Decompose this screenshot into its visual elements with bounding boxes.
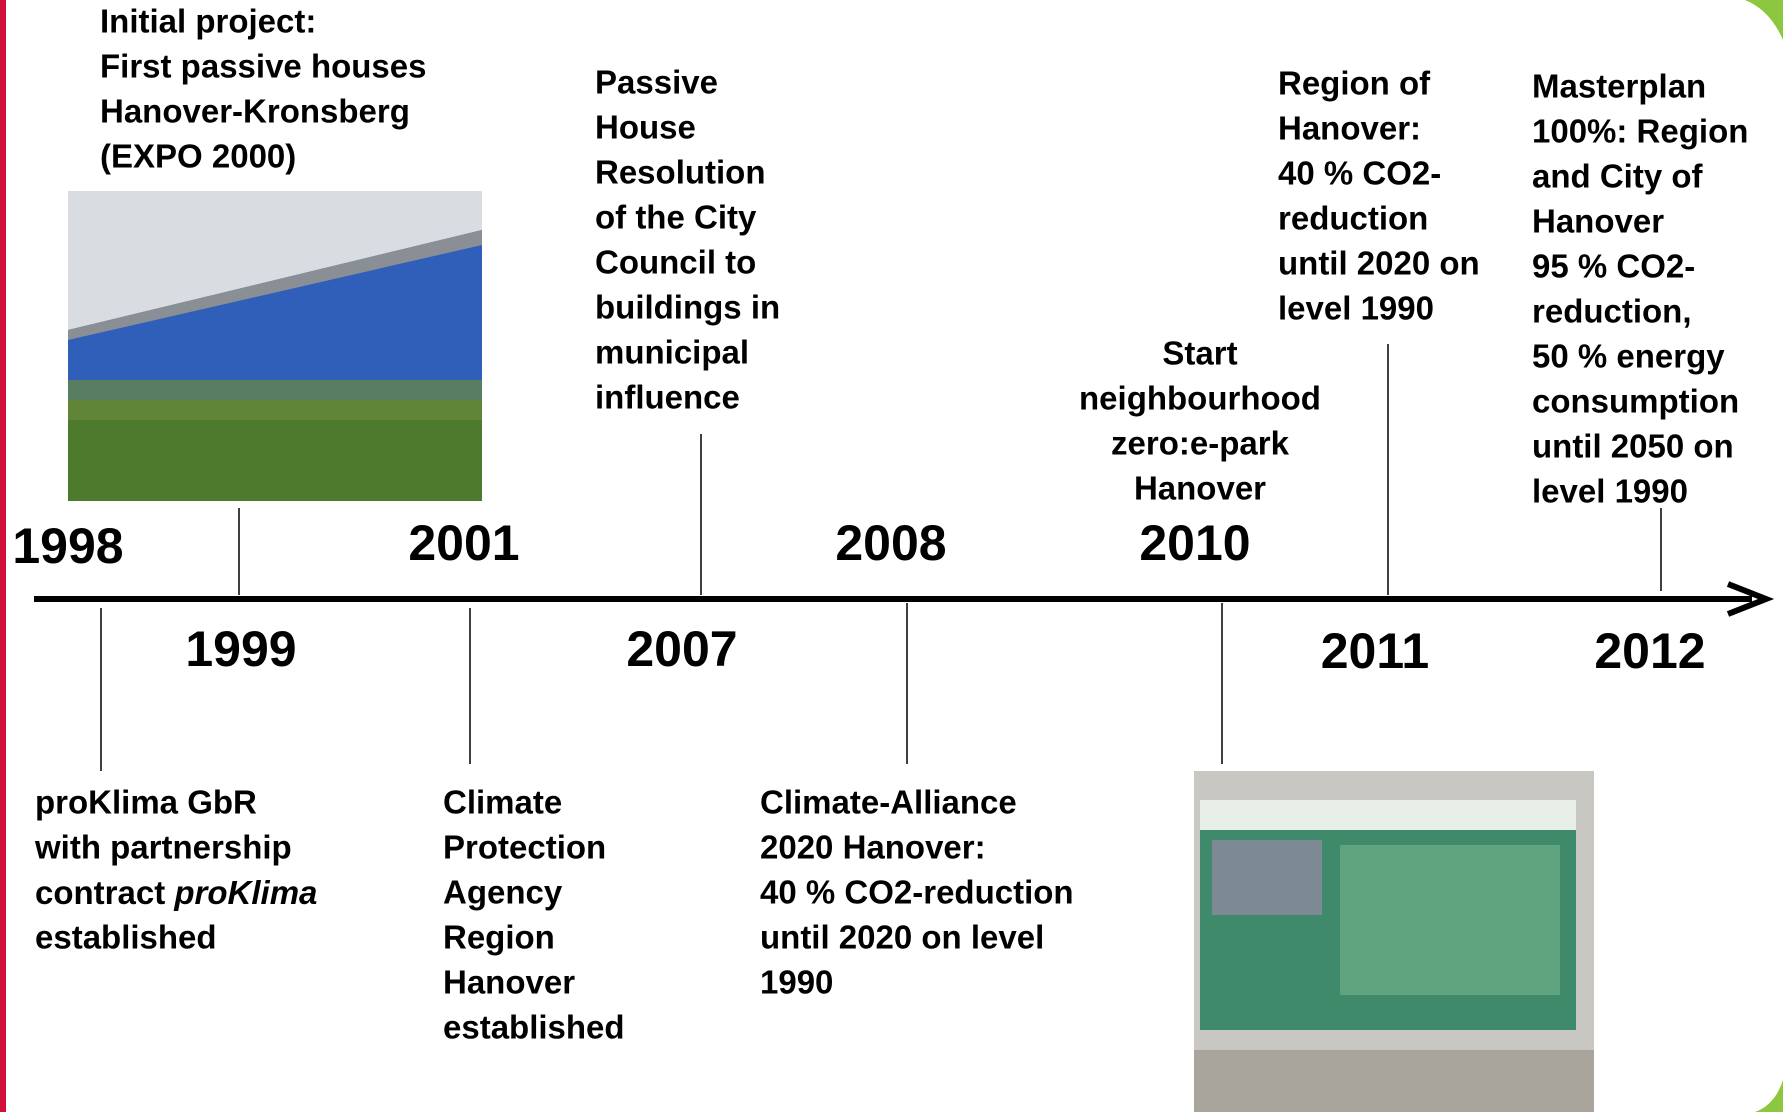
event-text: 100%: Region (1532, 113, 1748, 150)
event-text: 40 % CO2- (1278, 155, 1441, 192)
year-label: 1999 (185, 621, 296, 677)
accent-bar (0, 0, 6, 1112)
timeline: 1998 proKlima GbR with partnership contract… (0, 0, 1783, 1112)
event-text: municipal (595, 334, 749, 371)
event-text: consumption (1532, 383, 1739, 420)
event-text: 40 % CO2-reduction (760, 874, 1074, 911)
event-text: 1990 (760, 964, 833, 1001)
event-text: 2020 Hanover: (760, 829, 986, 866)
event-text: reduction (1278, 200, 1428, 237)
year-label: 1998 (12, 518, 123, 574)
event-text: Hanover-Kronsberg (100, 93, 410, 130)
event-text: Resolution (595, 154, 766, 191)
corner-accent (1745, 0, 1783, 40)
year-label: 2001 (408, 515, 519, 571)
event-text: level 1990 (1532, 473, 1688, 510)
event-text: House (595, 109, 696, 146)
event-text: (EXPO 2000) (100, 138, 296, 175)
event-text: Region (443, 919, 555, 956)
event-text: and City of (1532, 158, 1704, 195)
event-text: level 1990 (1278, 290, 1434, 327)
event-text: Agency (443, 874, 563, 911)
year-label: 2011 (1321, 623, 1429, 679)
event-text: Start (1162, 335, 1237, 372)
year-label: 2008 (835, 515, 946, 571)
event-text: Hanover (1532, 203, 1664, 240)
event-text: First passive houses (100, 48, 426, 85)
event-text: Climate (443, 784, 562, 821)
event-text: 95 % CO2- (1532, 248, 1695, 285)
event-text: 50 % energy (1532, 338, 1725, 375)
event-text: Hanover (1134, 470, 1266, 507)
event-text: Passive (595, 64, 718, 101)
year-label: 2007 (626, 621, 737, 677)
event-text-part: contract (35, 874, 174, 911)
event-text: Hanover: (1278, 110, 1421, 147)
event-text: Region of (1278, 65, 1431, 102)
event-text: Climate-Alliance (760, 784, 1017, 821)
event-text: established (443, 1009, 625, 1046)
event-text: with partnership (34, 829, 292, 866)
event-text: until 2050 on (1532, 428, 1734, 465)
event-text: influence (595, 379, 740, 416)
sign-photo (1194, 771, 1594, 1112)
event-text: Initial project: (100, 3, 316, 40)
year-label: 2010 (1139, 515, 1250, 571)
event-text: neighbourhood (1079, 380, 1321, 417)
event-text: reduction, (1532, 293, 1692, 330)
event-text: until 2020 on (1278, 245, 1480, 282)
event-text: Protection (443, 829, 606, 866)
corner-accent (1755, 1080, 1783, 1112)
house-photo (68, 191, 482, 501)
event-text: contract proKlima (35, 874, 317, 911)
year-label: 2012 (1594, 623, 1705, 679)
event-text: of the City (595, 199, 757, 236)
event-text: buildings in (595, 289, 780, 326)
event-text: proKlima GbR (35, 784, 257, 821)
event-text: Masterplan (1532, 68, 1706, 105)
event-text: until 2020 on level (760, 919, 1044, 956)
event-text-part: proKlima (173, 874, 317, 911)
event-text: established (35, 919, 217, 956)
event-text: Council to (595, 244, 756, 281)
event-text: Hanover (443, 964, 575, 1001)
event-text: zero:e-park (1111, 425, 1290, 462)
